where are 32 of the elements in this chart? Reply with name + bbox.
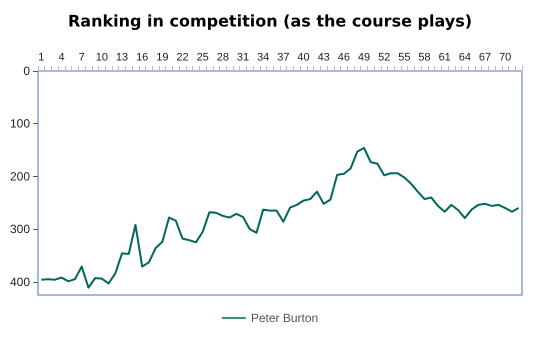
x-tick-label: 52 [378,52,390,64]
x-tick-label: 22 [176,52,189,64]
x-tick-label: 1 [38,52,44,64]
chart-title: Ranking in competition (as the course plays) [68,12,472,30]
x-tick-label: 34 [257,52,270,64]
x-tick-label: 67 [478,52,492,64]
x-tick-label: 31 [236,52,250,64]
x-tick-label: 19 [156,52,168,64]
y-tick-label: 0 [23,64,30,78]
x-tick-label: 58 [418,52,431,64]
line-series [40,146,520,289]
x-tick-label: 64 [458,52,471,64]
legend-label: Peter Burton [250,311,318,325]
y-tick-label: 400 [10,274,30,289]
x-tick-label: 40 [297,52,310,64]
x-tick-label: 13 [116,52,128,64]
x-tick-label: 70 [499,52,512,64]
x-tick-label: 43 [318,52,330,64]
x-tick-label: 7 [78,52,85,64]
x-tick-label: 46 [338,52,350,64]
y-tick-label: 300 [10,222,30,236]
x-tick-label: 10 [96,52,108,64]
x-tick-label: 37 [277,52,290,64]
x-tick-label: 4 [58,52,65,64]
x-tick-label: 25 [196,52,209,64]
x-tick-label: 55 [398,52,410,64]
y-tick-label: 100 [10,116,30,131]
x-tick-label: 28 [216,52,229,64]
y-tick-label: 200 [10,169,30,184]
x-tick-label: 49 [358,52,370,64]
x-tick-label: 16 [136,52,148,64]
x-tick-label: 61 [438,52,451,64]
